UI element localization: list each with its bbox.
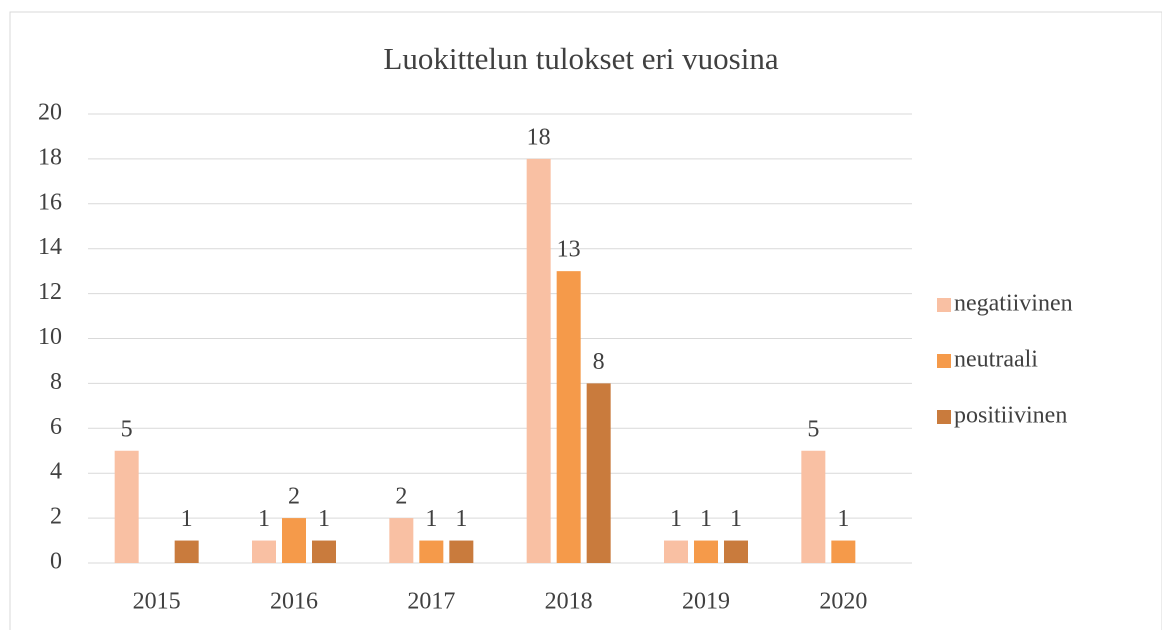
- value-label: 1: [425, 506, 437, 532]
- value-label: 1: [455, 506, 467, 532]
- y-tick-label: 12: [38, 279, 62, 305]
- legend-label: negatiivinen: [954, 291, 1073, 317]
- x-tick-label: 2016: [270, 589, 318, 615]
- y-tick-label: 4: [50, 459, 62, 485]
- value-label: 1: [730, 506, 742, 532]
- bar: [724, 540, 748, 563]
- legend-label: neutraali: [954, 347, 1038, 373]
- chart-frame: [9, 11, 1162, 630]
- bar: [556, 271, 581, 563]
- bar: [419, 540, 444, 563]
- legend-label: positiivinen: [954, 403, 1067, 429]
- legend-swatch: [937, 410, 951, 424]
- value-label: 5: [807, 416, 819, 442]
- chart-title: Luokittelun tulokset eri vuosina: [383, 41, 778, 76]
- y-tick-label: 6: [50, 414, 62, 440]
- bar: [526, 158, 551, 563]
- y-tick-label: 18: [38, 144, 62, 170]
- bar: [664, 540, 688, 563]
- bar: [252, 540, 276, 563]
- y-tick-label: 20: [38, 100, 62, 126]
- bar: [174, 540, 199, 563]
- bar: [114, 450, 139, 563]
- y-tick-label: 16: [38, 189, 62, 215]
- bar: [449, 540, 474, 563]
- x-tick-label: 2020: [819, 589, 867, 615]
- bar: [694, 540, 718, 563]
- value-label: 1: [318, 506, 330, 532]
- bar: [282, 518, 306, 563]
- x-tick-label: 2017: [407, 589, 455, 615]
- value-label: 18: [527, 124, 551, 150]
- x-tick-label: 2019: [682, 589, 730, 615]
- value-label: 1: [837, 506, 849, 532]
- y-tick-label: 10: [38, 324, 62, 350]
- legend-swatch: [937, 298, 951, 312]
- x-tick-label: 2018: [545, 589, 593, 615]
- value-label: 1: [258, 506, 270, 532]
- value-label: 1: [670, 506, 682, 532]
- bar: [389, 518, 414, 563]
- value-label: 2: [288, 484, 300, 510]
- bar: [586, 383, 611, 563]
- value-label: 1: [181, 506, 193, 532]
- value-label: 8: [593, 349, 605, 375]
- x-tick-label: 2015: [133, 589, 181, 615]
- y-tick-label: 14: [38, 234, 62, 260]
- y-tick-label: 2: [50, 504, 62, 530]
- value-label: 5: [121, 416, 133, 442]
- bar: [831, 540, 856, 563]
- y-tick-label: 0: [50, 549, 62, 575]
- value-label: 1: [700, 506, 712, 532]
- bar: [801, 450, 826, 563]
- value-label: 13: [557, 237, 581, 263]
- legend-swatch: [937, 354, 951, 368]
- bar: [312, 540, 336, 563]
- value-label: 2: [395, 484, 407, 510]
- y-tick-label: 8: [50, 369, 62, 395]
